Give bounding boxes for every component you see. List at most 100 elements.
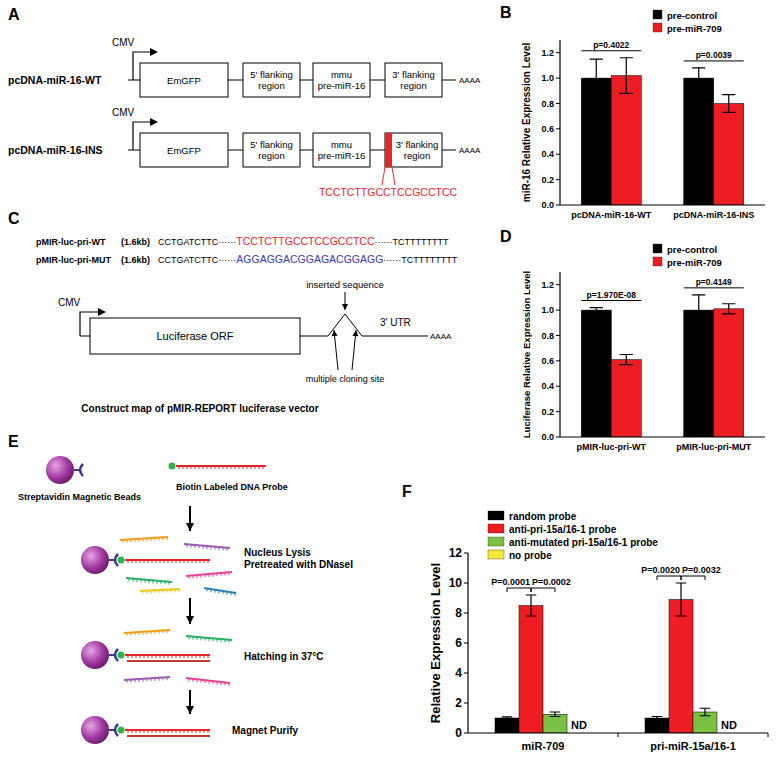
element-label: 3' flanking — [396, 139, 438, 150]
insert-site — [385, 133, 392, 167]
tick-label: 1.0 — [541, 73, 554, 83]
probe-base — [144, 730, 145, 733]
sequence-part: TCTTTTTTTT — [401, 255, 457, 265]
sequence-part: CCTGATCTTC — [158, 255, 219, 265]
data-label: ND — [571, 719, 587, 731]
probe-base — [152, 655, 153, 658]
rna-base — [169, 582, 170, 585]
tick-label: 0 — [455, 726, 462, 740]
rna-base — [163, 677, 164, 680]
tick-label: 0.8 — [541, 99, 554, 109]
x-axis — [560, 436, 765, 437]
probe-base — [156, 730, 157, 733]
probe-base — [200, 655, 201, 658]
magnetic-bead — [81, 546, 109, 574]
rna-base — [151, 678, 152, 681]
category-tick — [618, 733, 619, 737]
y-axis — [467, 553, 468, 733]
error-bar — [700, 708, 711, 716]
legend-swatch — [653, 10, 662, 19]
legend-label: pre-miR-709 — [667, 257, 722, 268]
legend-label: anti-pri-15a/16-1 probe — [509, 524, 617, 535]
bead-linker — [109, 559, 114, 561]
construct-element — [140, 133, 228, 167]
rna-base — [143, 539, 144, 542]
bar — [669, 600, 693, 734]
rna-base — [193, 637, 194, 640]
plot-marks — [581, 295, 744, 437]
rna-base — [167, 537, 168, 540]
probe-base — [192, 730, 193, 733]
p-value: p=0.4149 — [696, 277, 732, 287]
poly-a: AAAA — [459, 76, 481, 85]
p-value: P=0.0001 — [491, 577, 530, 587]
rna-base — [167, 677, 168, 680]
probe-base — [184, 730, 185, 733]
probe-base — [152, 730, 153, 733]
rna-base — [151, 538, 152, 541]
rna-base — [225, 639, 226, 642]
legend-label: anti-mutated pri-15a/16-1 probe — [509, 537, 658, 548]
rna-base — [155, 678, 156, 681]
rna-base — [201, 575, 202, 578]
panel-label: B — [500, 4, 512, 21]
probe-base — [164, 730, 165, 733]
caption: Construct map of pMIR-REPORT luciferase … — [81, 403, 318, 414]
bead-linker — [109, 729, 114, 731]
probe-base — [192, 560, 193, 563]
site-arrow — [352, 330, 356, 370]
construct-element — [313, 63, 370, 97]
probe-base — [247, 466, 248, 469]
probe-base — [195, 466, 196, 469]
element-label: pre-miR-16 — [318, 80, 366, 91]
rna-base — [161, 581, 162, 584]
sequence-part: ······ — [375, 237, 393, 247]
promoter-label: CMV — [112, 37, 135, 48]
biotin — [118, 727, 125, 734]
p-value: p=0.4022 — [593, 40, 629, 50]
y-axis — [559, 40, 560, 205]
tick-label: 8 — [455, 606, 462, 620]
category-label: pri-miR-15a/16-1 — [650, 740, 736, 752]
rna-base — [193, 679, 194, 682]
probe-base — [168, 730, 169, 733]
probe-base — [164, 560, 165, 563]
probe-base — [239, 466, 240, 469]
sequence-part: TCCTCTTGCCTCCGCCTCC — [236, 235, 375, 247]
category-label: pcDNA-miR-16-INS — [673, 210, 754, 220]
rna-base — [155, 538, 156, 541]
probe-base — [144, 560, 145, 563]
probe-base — [152, 560, 153, 563]
rna-base — [221, 573, 222, 576]
tick-label: 0.2 — [541, 407, 554, 417]
rna-base — [159, 631, 160, 634]
probe-base — [196, 655, 197, 658]
probe-base — [168, 560, 169, 563]
site-arrow — [334, 330, 338, 370]
probe-base — [179, 466, 180, 469]
error-bar — [620, 355, 633, 365]
rna-base — [217, 573, 218, 576]
probe-base — [196, 560, 197, 563]
magnetic-bead — [81, 716, 109, 744]
construct-element — [243, 133, 300, 167]
probe-base — [192, 655, 193, 658]
probe-base — [203, 466, 204, 469]
probe-base — [176, 730, 177, 733]
rna-base — [205, 680, 206, 683]
tick-label: 1.2 — [541, 280, 554, 290]
probe-base — [227, 466, 228, 469]
arrow-head — [342, 304, 348, 310]
rna-base — [219, 590, 220, 593]
tick-label: 0.8 — [541, 331, 554, 341]
probe-base — [160, 560, 161, 563]
rna-base — [159, 678, 160, 681]
arrow-head — [332, 330, 338, 336]
probe-base — [208, 730, 209, 733]
bar — [684, 310, 714, 437]
probe-base — [223, 466, 224, 469]
promoter-label: CMV — [112, 107, 135, 118]
probe-base — [180, 730, 181, 733]
rna-base — [227, 548, 228, 551]
rna-fragment — [140, 589, 180, 591]
